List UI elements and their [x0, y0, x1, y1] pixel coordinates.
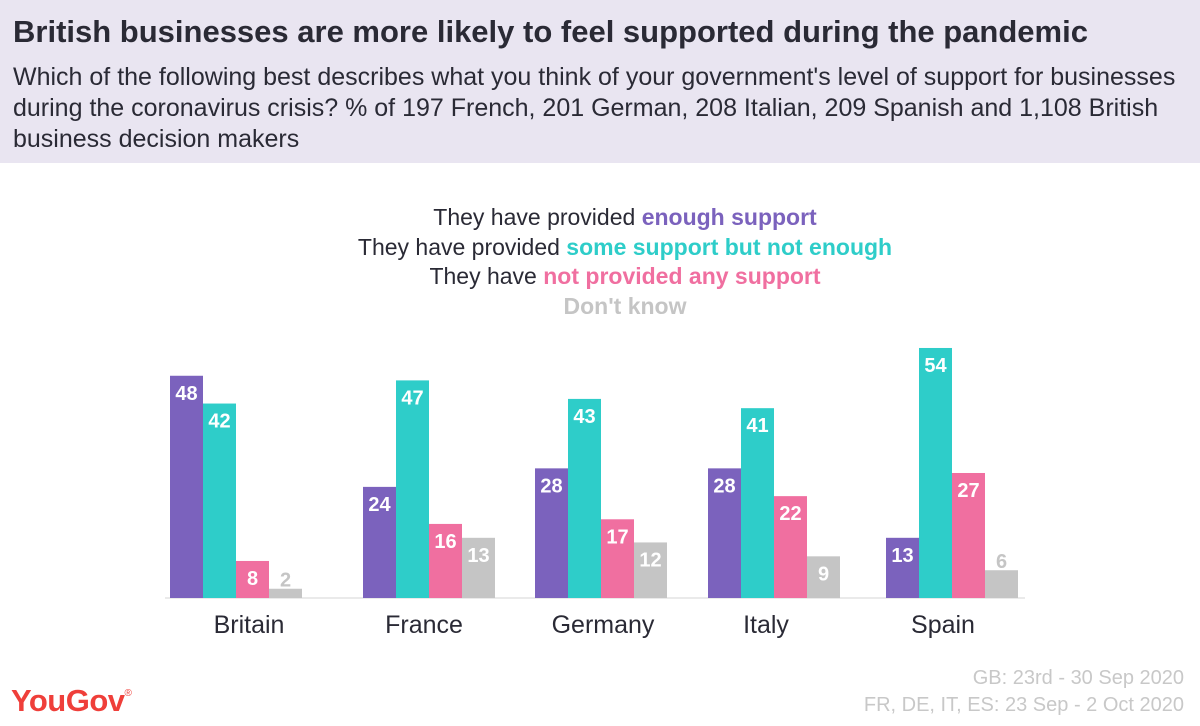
source-line: GB: 23rd - 30 Sep 2020 — [972, 667, 1184, 689]
data-label-dont-know-france: 13 — [467, 545, 489, 567]
bar-some-not-enough-germany — [568, 398, 601, 598]
bar-some-not-enough-britain — [203, 403, 236, 598]
data-label-enough-germany: 28 — [540, 475, 562, 497]
data-label-dont-know-spain: 6 — [996, 551, 1007, 573]
source-note: GB: 23rd - 30 Sep 2020 FR, DE, IT, ES: 2… — [864, 665, 1184, 719]
category-label-france: France — [385, 611, 463, 639]
data-label-some-not-enough-germany: 43 — [573, 406, 595, 428]
bar-dont-know-france — [462, 537, 495, 598]
data-label-dont-know-germany: 12 — [639, 549, 661, 571]
legend-prefix: They have provided — [357, 233, 567, 260]
data-label-some-not-enough-spain: 54 — [924, 355, 947, 377]
data-label-dont-know-italy: 9 — [818, 563, 829, 585]
bar-enough-france — [363, 486, 396, 598]
legend-highlight: some support but not enough — [566, 233, 893, 260]
bar-some-not-enough-spain — [919, 347, 952, 598]
bar-enough-spain — [886, 537, 919, 598]
bar-some-not-enough-italy — [741, 408, 774, 598]
data-label-enough-italy: 28 — [713, 475, 735, 497]
data-label-some-not-enough-britain: 42 — [208, 411, 230, 433]
bar-none-spain — [952, 472, 985, 598]
legend-highlight: not provided any support — [543, 263, 821, 289]
legend: They have provided enough support They h… — [250, 203, 1000, 321]
bar-dont-know-spain — [985, 570, 1018, 598]
bar-enough-italy — [708, 468, 741, 598]
data-label-enough-france: 24 — [368, 494, 391, 516]
category-label-britain: Britain — [214, 611, 285, 639]
legend-prefix: They have — [429, 263, 544, 289]
bar-none-italy — [774, 496, 807, 598]
data-label-some-not-enough-france: 47 — [401, 387, 423, 409]
bar-enough-britain — [170, 375, 203, 598]
data-label-dont-know-britain: 2 — [280, 570, 291, 592]
bar-none-germany — [601, 519, 634, 598]
data-label-some-not-enough-italy: 41 — [746, 415, 768, 437]
legend-highlight: enough support — [641, 204, 817, 230]
data-label-none-germany: 17 — [606, 526, 628, 548]
bar-dont-know-germany — [634, 542, 667, 598]
bar-enough-germany — [535, 468, 568, 598]
legend-item-dont-know: Don't know — [250, 292, 1000, 322]
legend-highlight: Don't know — [563, 292, 687, 319]
bar-some-not-enough-france — [396, 380, 429, 598]
category-label-italy: Italy — [743, 611, 789, 639]
legend-prefix: They have provided — [433, 204, 642, 230]
chart-subtitle: Which of the following best describes wh… — [13, 63, 1176, 153]
bar-none-france — [429, 523, 462, 598]
data-label-none-spain: 27 — [957, 480, 979, 502]
data-label-none-italy: 22 — [779, 503, 801, 525]
bar-none-britain — [236, 560, 269, 598]
category-label-germany: Germany — [552, 611, 655, 639]
bar-dont-know-britain — [269, 588, 302, 598]
data-label-none-britain: 8 — [247, 568, 258, 590]
data-label-none-france: 16 — [434, 531, 456, 553]
header-band: British businesses are more likely to fe… — [0, 0, 1200, 163]
legend-item-some: They have provided some support but not … — [250, 233, 1000, 263]
logo-text: YouGov — [11, 683, 125, 718]
chart-title: British businesses are more likely to fe… — [13, 14, 1088, 49]
legend-item-enough: They have provided enough support — [250, 203, 1000, 233]
registered-mark: ® — [124, 687, 132, 699]
legend-item-none: They have not provided any support — [250, 262, 1000, 292]
data-label-enough-spain: 13 — [891, 545, 913, 567]
yougov-logo: YouGov® — [11, 683, 132, 719]
data-label-enough-britain: 48 — [175, 383, 197, 405]
category-label-spain: Spain — [911, 611, 975, 639]
bar-dont-know-italy — [807, 556, 840, 598]
source-line: FR, DE, IT, ES: 23 Sep - 2 Oct 2020 — [863, 694, 1184, 716]
